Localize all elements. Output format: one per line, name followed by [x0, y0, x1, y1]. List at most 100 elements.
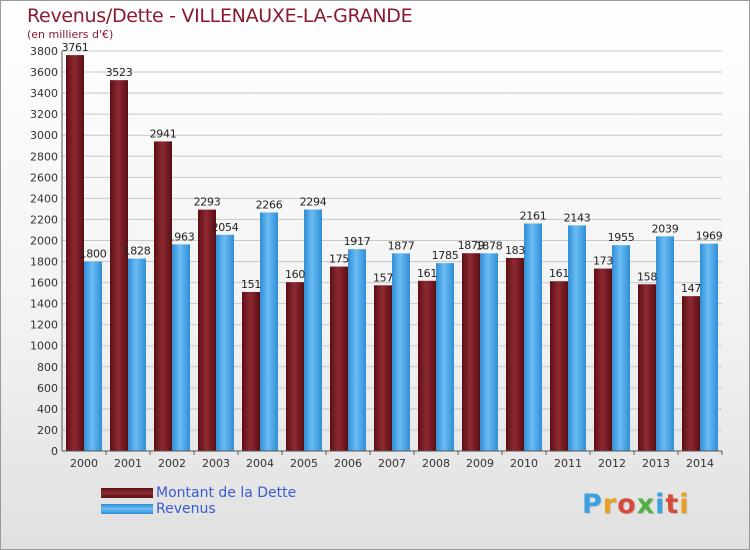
data-labels: 3761 1800 3523 1828 2941 1963 2293 2054 151 2266 1… — [62, 41, 723, 295]
axes: 0 200 400 600 800 1000 1200 1400 1600 1800 2000 220… — [30, 45, 723, 470]
y-tick-label: 2800 — [30, 150, 58, 163]
y-tick-label: 3200 — [30, 108, 58, 121]
bars — [66, 55, 718, 452]
legend-swatch-revenus — [101, 504, 153, 514]
data-label-revenus: 1963 — [168, 230, 195, 243]
data-label-dette: 157 — [373, 271, 393, 284]
y-tick-label: 2000 — [30, 234, 58, 247]
data-label-revenus: 1785 — [432, 249, 459, 262]
data-label-revenus: 1878 — [476, 239, 503, 252]
y-tick-label: 1400 — [30, 298, 58, 311]
data-label-dette: 147 — [681, 282, 701, 295]
x-tick-label: 2007 — [378, 457, 406, 470]
bar-dette — [462, 253, 480, 451]
bar-dette — [594, 268, 612, 451]
x-tick-label: 2004 — [246, 457, 274, 470]
bar-revenus — [480, 253, 498, 451]
data-label-dette: 1879 — [458, 239, 485, 252]
bar-revenus — [392, 253, 410, 451]
bar-dette — [638, 284, 656, 451]
bar-revenus — [304, 209, 322, 451]
x-tick-label: 2008 — [422, 457, 450, 470]
bar-revenus — [656, 236, 674, 451]
x-tick-label: 2000 — [70, 457, 98, 470]
bar-revenus — [172, 244, 190, 451]
y-tick-label: 3600 — [30, 66, 58, 79]
y-tick-label: 0 — [51, 445, 58, 458]
y-tick-label: 2600 — [30, 171, 58, 184]
x-tick-label: 2010 — [510, 457, 538, 470]
x-tick-label: 2001 — [114, 457, 142, 470]
bar-revenus — [84, 261, 102, 451]
y-tick-label: 600 — [37, 382, 58, 395]
y-tick-label: 1800 — [30, 256, 58, 269]
y-tick-label: 1600 — [30, 277, 58, 290]
y-tick-label: 800 — [37, 361, 58, 374]
data-label-dette: 158 — [637, 270, 657, 283]
bar-revenus — [568, 225, 586, 451]
y-tick-label: 400 — [37, 403, 58, 416]
bar-dette — [66, 55, 84, 452]
data-label-revenus: 1877 — [388, 239, 415, 252]
data-label-revenus: 1828 — [124, 245, 151, 258]
x-tick-label: 2002 — [158, 457, 186, 470]
data-label-revenus: 2143 — [564, 211, 591, 224]
data-label-revenus: 2039 — [652, 222, 679, 235]
y-tick-label: 3000 — [30, 129, 58, 142]
y-tick-label: 2200 — [30, 213, 58, 226]
data-label-revenus: 1917 — [344, 235, 371, 248]
x-tick-label: 2006 — [334, 457, 362, 470]
data-label-revenus: 1800 — [80, 248, 107, 261]
data-label-dette: 161 — [417, 267, 437, 280]
bar-dette — [550, 281, 568, 451]
bar-revenus — [436, 263, 454, 451]
data-label-dette: 3761 — [62, 41, 89, 54]
bar-dette — [154, 141, 172, 451]
bar-revenus — [348, 249, 366, 451]
bar-revenus — [260, 212, 278, 451]
legend-label-dette: Montant de la Dette — [156, 485, 297, 501]
bar-dette — [682, 296, 700, 451]
data-label-revenus: 2266 — [256, 198, 283, 211]
y-tick-label: 3800 — [30, 45, 58, 58]
y-tick-label: 2400 — [30, 192, 58, 205]
data-label-dette: 173 — [593, 255, 613, 268]
x-tick-label: 2009 — [466, 457, 494, 470]
chart-title: Revenus/Dette - VILLENAUXE-LA-GRANDE — [27, 5, 413, 27]
x-tick-label: 2005 — [290, 457, 318, 470]
x-tick-label: 2003 — [202, 457, 230, 470]
bar-dette — [506, 257, 524, 451]
data-label-dette: 3523 — [106, 66, 133, 79]
bar-revenus — [612, 245, 630, 451]
bar-revenus — [216, 234, 234, 451]
proxiti-logo: Proxiti — [582, 489, 690, 520]
data-label-dette: 151 — [241, 278, 261, 291]
bar-dette — [286, 282, 304, 451]
y-tick-label: 1000 — [30, 340, 58, 353]
x-tick-label: 2014 — [686, 457, 714, 470]
bar-revenus — [524, 223, 542, 451]
x-tick-label: 2011 — [554, 457, 582, 470]
x-tick-label: 2013 — [642, 457, 670, 470]
legend-label-revenus: Revenus — [156, 501, 216, 517]
y-tick-label: 200 — [37, 424, 58, 437]
data-label-dette: 175 — [329, 253, 349, 266]
data-label-revenus: 1969 — [696, 230, 723, 243]
data-label-dette: 160 — [285, 268, 305, 281]
data-label-dette: 161 — [549, 267, 569, 280]
bar-dette — [418, 280, 436, 451]
chart-subtitle: (en milliers d'€) — [27, 28, 114, 41]
bar-dette — [242, 291, 260, 451]
data-label-revenus: 2161 — [520, 210, 547, 223]
bar-revenus — [700, 243, 718, 451]
data-label-revenus: 1955 — [608, 231, 635, 244]
data-label-dette: 2941 — [150, 127, 177, 140]
bar-dette — [198, 209, 216, 451]
data-label-dette: 2293 — [194, 196, 221, 209]
y-tick-label: 3400 — [30, 87, 58, 100]
bar-dette — [374, 285, 392, 451]
y-tick-label: 1200 — [30, 319, 58, 332]
x-tick-label: 2012 — [598, 457, 626, 470]
